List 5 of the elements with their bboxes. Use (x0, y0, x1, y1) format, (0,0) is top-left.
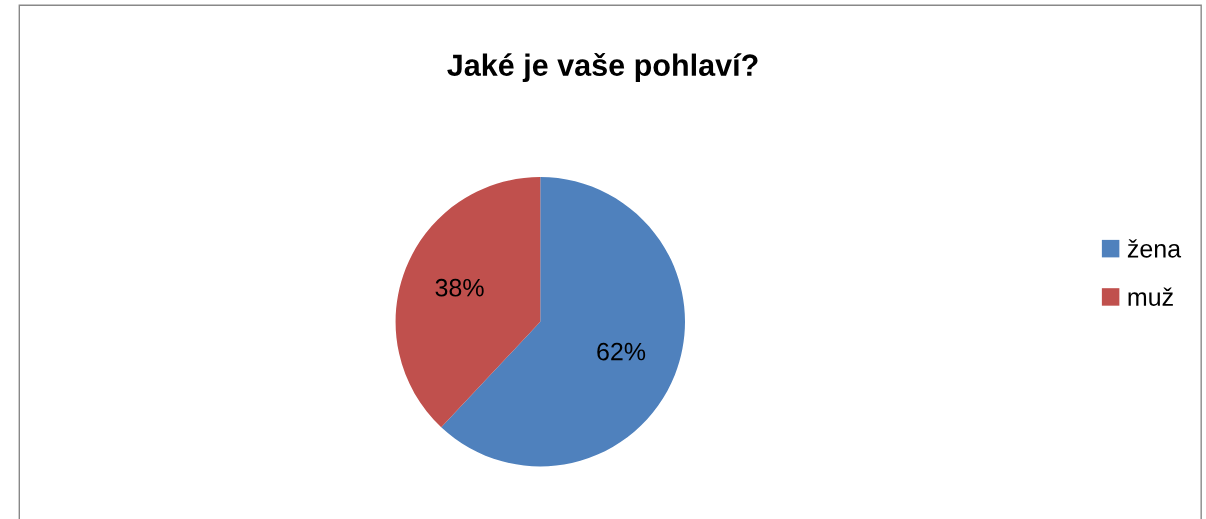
legend-label: žena (1127, 239, 1182, 258)
data-label: 38% (435, 278, 484, 297)
chart-title: Jaké je vaše pohlaví? (447, 52, 758, 83)
data-label: 62% (597, 342, 646, 361)
legend-label: muž (1128, 287, 1173, 306)
